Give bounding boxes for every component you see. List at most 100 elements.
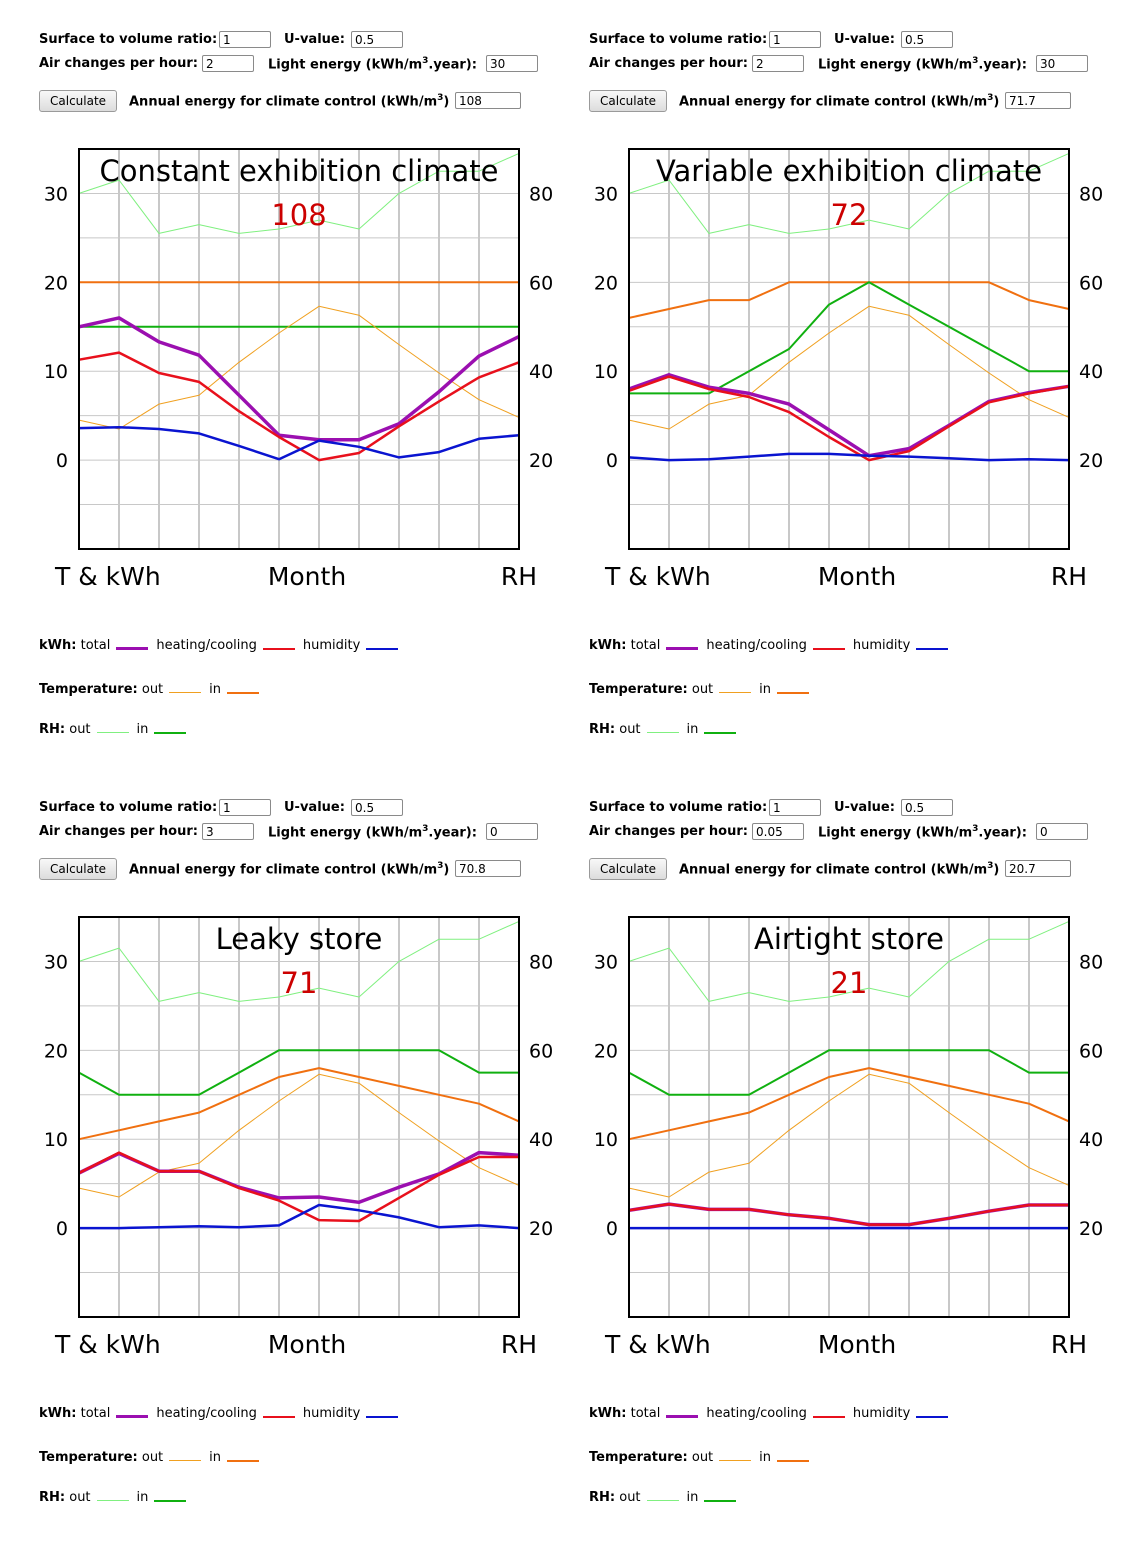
surface-ratio-input[interactable] bbox=[769, 799, 821, 816]
tick-label-left: 30 bbox=[44, 183, 68, 205]
legend-rh-in-label: in bbox=[136, 722, 149, 737]
axis-label-right: RH bbox=[1051, 562, 1087, 591]
legend-temperature: Temperature: out in bbox=[39, 682, 267, 697]
axis-label-left: T & kWh bbox=[604, 562, 711, 591]
chart-title: Constant exhibition climate bbox=[99, 154, 498, 188]
u-value-label: U-value: bbox=[834, 800, 895, 815]
light-energy-input[interactable] bbox=[486, 55, 538, 72]
annual-energy-label: Annual energy for climate control (kWh/m… bbox=[129, 861, 449, 877]
legend-rh-out-label: out bbox=[69, 1490, 91, 1505]
legend-hum-label: humidity bbox=[302, 1406, 361, 1421]
axis-label-right: RH bbox=[501, 562, 537, 591]
tick-label-right: 60 bbox=[1079, 1040, 1103, 1062]
axis-label-x: Month bbox=[818, 562, 896, 591]
legend-temp-in-label: in bbox=[759, 1450, 772, 1465]
legend-temp-label: Temperature: bbox=[589, 682, 688, 697]
tick-label-right: 20 bbox=[529, 450, 553, 472]
air-changes-label: Air changes per hour: bbox=[39, 56, 198, 71]
light-energy-input[interactable] bbox=[1036, 55, 1088, 72]
legend-swatch-rh_in bbox=[704, 1499, 737, 1502]
u-value-label: U-value: bbox=[284, 800, 345, 815]
calculate-button[interactable]: Calculate bbox=[589, 90, 668, 112]
light-energy-label: Light energy (kWh/m3.year): bbox=[268, 824, 477, 840]
legend-rh: RH: out in bbox=[589, 722, 744, 737]
annual-energy-label-text: Annual energy for climate control (kWh/m bbox=[129, 862, 438, 878]
legend-temperature: Temperature: out in bbox=[589, 682, 817, 697]
surface-ratio-input[interactable] bbox=[219, 799, 271, 816]
legend-swatch-total bbox=[116, 647, 149, 650]
chart-title: Airtight store bbox=[754, 922, 944, 956]
annual-energy-output bbox=[1005, 92, 1071, 109]
legend-temp-out-label: out bbox=[691, 1450, 714, 1465]
u-value-input[interactable] bbox=[351, 31, 403, 48]
legend-swatch-t_in bbox=[227, 1459, 260, 1462]
series-line-total bbox=[78, 1150, 520, 1205]
energy-chart: Airtight store 21 0 10 20 30 20 40 60 80 T & kWh Mo… bbox=[594, 916, 1103, 1359]
surface-ratio-input[interactable] bbox=[769, 31, 821, 48]
calculate-button[interactable]: Calculate bbox=[589, 858, 668, 880]
legend-total-label: total bbox=[630, 1406, 661, 1421]
light-energy-input[interactable] bbox=[1036, 823, 1088, 840]
surface-ratio-input[interactable] bbox=[219, 31, 271, 48]
tick-label-left: 30 bbox=[594, 951, 618, 973]
air-changes-input[interactable] bbox=[202, 55, 254, 72]
light-energy-label-suffix: .year): bbox=[978, 57, 1027, 73]
legend-swatch-rh_out bbox=[646, 1500, 679, 1501]
plot-frame bbox=[78, 916, 520, 1318]
tick-label-left: 0 bbox=[56, 1218, 68, 1240]
legend-temp-in-label: in bbox=[759, 682, 772, 697]
annual-energy-label: Annual energy for climate control (kWh/m… bbox=[679, 93, 999, 109]
energy-value: 72 bbox=[831, 198, 868, 232]
legend-swatch-hum bbox=[366, 647, 399, 650]
legend-kwh: kWh: total heating/cooling humidity bbox=[39, 638, 406, 653]
annual-energy-label-suffix: ) bbox=[993, 94, 1000, 110]
u-value-label: U-value: bbox=[284, 32, 345, 47]
light-energy-input[interactable] bbox=[486, 823, 538, 840]
legend-swatch-t_out bbox=[169, 692, 202, 693]
legend-rh: RH: out in bbox=[589, 1490, 744, 1505]
legend-swatch-t_in bbox=[777, 1459, 810, 1462]
tick-label-left: 30 bbox=[44, 951, 68, 973]
light-energy-label: Light energy (kWh/m3.year): bbox=[818, 56, 1027, 72]
annual-energy-sup: 3 bbox=[987, 93, 994, 103]
u-value-label: U-value: bbox=[834, 32, 895, 47]
series-line-t_in bbox=[628, 1067, 1070, 1141]
u-value-input[interactable] bbox=[351, 799, 403, 816]
legend-temp-label: Temperature: bbox=[589, 1450, 688, 1465]
legend-kwh-label: kWh: bbox=[589, 638, 627, 653]
climate-panel: Surface to volume ratio: U-value: Air chan… bbox=[39, 30, 599, 790]
annual-energy-output bbox=[455, 92, 521, 109]
u-value-input[interactable] bbox=[901, 799, 953, 816]
air-changes-input[interactable] bbox=[752, 55, 804, 72]
legend-swatch-rh_in bbox=[704, 731, 737, 734]
calculate-button[interactable]: Calculate bbox=[39, 90, 118, 112]
series-line-rh_out bbox=[628, 152, 1070, 234]
air-changes-input[interactable] bbox=[752, 823, 804, 840]
air-changes-label: Air changes per hour: bbox=[589, 56, 748, 71]
annual-energy-sup: 3 bbox=[437, 93, 444, 103]
legend-temperature: Temperature: out in bbox=[589, 1450, 817, 1465]
light-energy-label-suffix: .year): bbox=[428, 825, 477, 841]
tick-label-right: 20 bbox=[529, 1218, 553, 1240]
legend-swatch-t_out bbox=[169, 1460, 202, 1461]
series-line-t_in bbox=[628, 281, 1070, 319]
light-energy-label-suffix: .year): bbox=[428, 57, 477, 73]
legend-swatch-total bbox=[666, 1415, 699, 1418]
legend-rh-label: RH: bbox=[39, 1490, 66, 1505]
tick-label-left: 0 bbox=[606, 450, 618, 472]
air-changes-input[interactable] bbox=[202, 823, 254, 840]
calculate-button[interactable]: Calculate bbox=[39, 858, 118, 880]
legend-swatch-t_in bbox=[227, 691, 260, 694]
tick-label-right: 60 bbox=[529, 1040, 553, 1062]
legend-rh-out-label: out bbox=[69, 722, 91, 737]
legend-kwh: kWh: total heating/cooling humidity bbox=[589, 638, 956, 653]
axis-label-right: RH bbox=[501, 1330, 537, 1359]
legend-kwh-label: kWh: bbox=[589, 1406, 627, 1421]
climate-panel: Surface to volume ratio: U-value: Air chan… bbox=[39, 798, 599, 1558]
u-value-input[interactable] bbox=[901, 31, 953, 48]
legend-temp-out-label: out bbox=[141, 1450, 164, 1465]
tick-label-left: 10 bbox=[594, 1129, 618, 1151]
legend-hc-label: heating/cooling bbox=[706, 638, 807, 653]
legend-swatch-total bbox=[666, 647, 699, 650]
annual-energy-label-text: Annual energy for climate control (kWh/m bbox=[679, 94, 988, 110]
